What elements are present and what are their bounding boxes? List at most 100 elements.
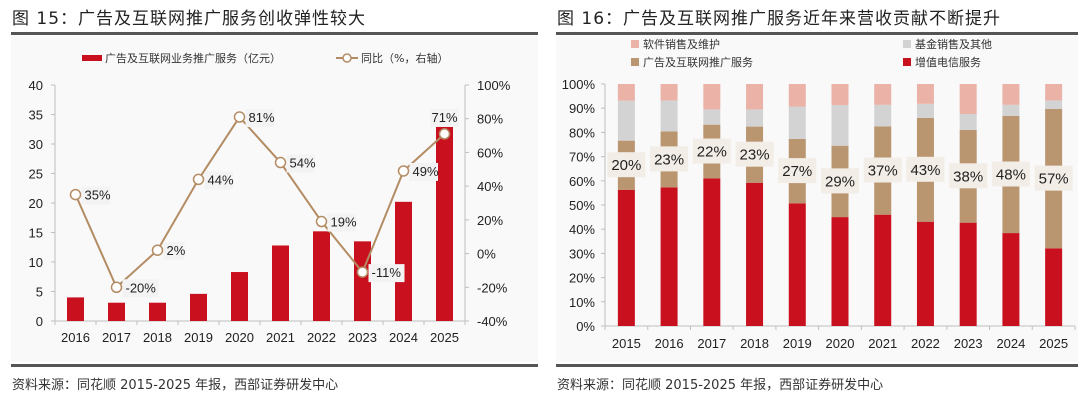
left-tick-label: 0 (36, 314, 43, 329)
data-label: 35% (85, 188, 111, 203)
bar (108, 302, 125, 321)
x-tick-label: 2018 (143, 330, 172, 345)
x-tick-label: 2017 (697, 336, 726, 351)
line-point (151, 244, 164, 256)
data-label-bg (409, 162, 438, 181)
right-tick-label: 60% (477, 145, 503, 160)
data-label-bg (863, 157, 902, 183)
data-label-bg (906, 156, 945, 182)
data-label: 38% (953, 168, 983, 185)
bar-segment-grey (916, 103, 934, 118)
data-label: 20% (611, 157, 641, 174)
y-tick-label: 60% (569, 174, 595, 189)
bar-segment-grey (788, 106, 806, 139)
right-tick-label: 80% (477, 112, 503, 127)
bar (231, 272, 248, 321)
x-tick-label: 2025 (1039, 336, 1068, 351)
legend-label-bar: 广告及互联网业务推广服务（亿元） (105, 51, 281, 65)
data-label: 57% (1039, 171, 1069, 188)
bar-segment-pink (1002, 84, 1020, 105)
legend-label: 基金销售及其他 (915, 37, 992, 51)
data-label-bg (692, 138, 731, 164)
data-label: 81% (249, 110, 275, 125)
x-tick-label: 2020 (225, 330, 254, 345)
bar-segment-pink (916, 84, 934, 104)
bar-segment-pink (617, 84, 635, 101)
source-divider (11, 364, 538, 367)
data-label: 27% (782, 163, 812, 180)
bar-segment-red (874, 214, 892, 326)
line-point (192, 173, 205, 186)
right-tick-label: -40% (477, 314, 508, 329)
bar-segment-grey (703, 109, 721, 125)
x-tick-label: 2022 (911, 336, 940, 351)
left-tick-label: 10 (29, 255, 43, 270)
bar-segment-red (959, 222, 977, 326)
bar (436, 126, 453, 321)
left-tick-label: 30 (29, 137, 43, 152)
data-label-bg (286, 154, 315, 173)
figure-15: 图 15：广告及互联网推广服务创收弹性较大 0 5 10 15 20 25 30 35 40 -4… (11, 9, 538, 393)
data-label: 2% (167, 243, 186, 258)
data-label-bg (949, 163, 988, 189)
data-label: 54% (290, 156, 316, 171)
left-tick-label: 20 (29, 196, 43, 211)
data-label-bg (735, 141, 774, 167)
legend-swatch-point (342, 53, 352, 63)
bar-segment-pink (831, 84, 849, 106)
source-note: 资料来源：同花顺 2015-2025 年报，西部证券研发中心 (12, 378, 339, 393)
bar-segment-red (703, 178, 721, 326)
bar-segment-grey (831, 105, 849, 146)
data-label-bg (607, 152, 646, 178)
x-tick-label: 2024 (996, 336, 1025, 351)
left-tick-label: 35 (29, 108, 43, 123)
bar-segment-red (831, 217, 849, 326)
bar (272, 245, 289, 321)
x-tick-label: 2024 (389, 330, 418, 345)
data-label-bg (368, 264, 405, 283)
data-label: -20% (126, 280, 157, 295)
legend-swatch (631, 40, 639, 48)
bar-segment-pink (788, 84, 806, 107)
left-tick-label: 5 (36, 285, 43, 300)
right-tick-label: 100% (477, 78, 511, 93)
x-tick-label: 2021 (868, 336, 897, 351)
bar-segment-grey (660, 100, 678, 132)
y-tick-label: 40% (569, 222, 595, 237)
bar-segment-red (916, 221, 934, 326)
line-point (356, 266, 369, 278)
line-point (274, 156, 287, 169)
y-tick-label: 50% (569, 198, 595, 213)
data-label-bg (204, 171, 233, 190)
legend-swatch (631, 58, 639, 66)
x-tick-label: 2019 (184, 330, 213, 345)
bar-segment-pink (746, 84, 764, 110)
y-tick-label: 30% (569, 246, 595, 261)
data-label: 23% (654, 151, 684, 168)
figure-title: 图 16：广告及互联网推广服务近年来营收贡献不断提升 (557, 9, 1002, 29)
bar (313, 231, 330, 321)
line-point (397, 165, 410, 177)
y-tick-label: 10% (569, 295, 595, 310)
bar-segment-pink (1045, 84, 1063, 101)
data-label: 19% (331, 215, 357, 230)
right-tick-label: -20% (477, 280, 508, 295)
bar (354, 241, 371, 321)
x-tick-label: 2019 (783, 336, 812, 351)
data-label: 44% (208, 172, 234, 187)
right-tick-label: 20% (477, 213, 503, 228)
line-point (438, 128, 451, 140)
data-label-bg (1034, 165, 1073, 191)
line-point (233, 111, 246, 123)
data-label: 71% (431, 110, 457, 125)
bar (67, 297, 84, 321)
legend-swatch (903, 58, 911, 66)
bar-segment-red (660, 187, 678, 326)
left-tick-label: 15 (29, 226, 43, 241)
x-tick-label: 2015 (612, 336, 641, 351)
source-divider (556, 364, 1078, 367)
growth-line (74, 115, 446, 289)
y-tick-label: 20% (569, 271, 595, 286)
x-tick-label: 2021 (266, 330, 295, 345)
y-tick-label: 70% (569, 150, 595, 165)
